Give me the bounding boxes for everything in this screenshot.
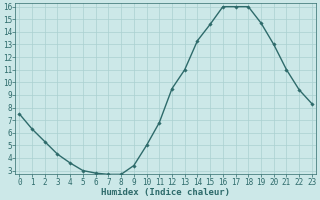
X-axis label: Humidex (Indice chaleur): Humidex (Indice chaleur)	[101, 188, 230, 197]
